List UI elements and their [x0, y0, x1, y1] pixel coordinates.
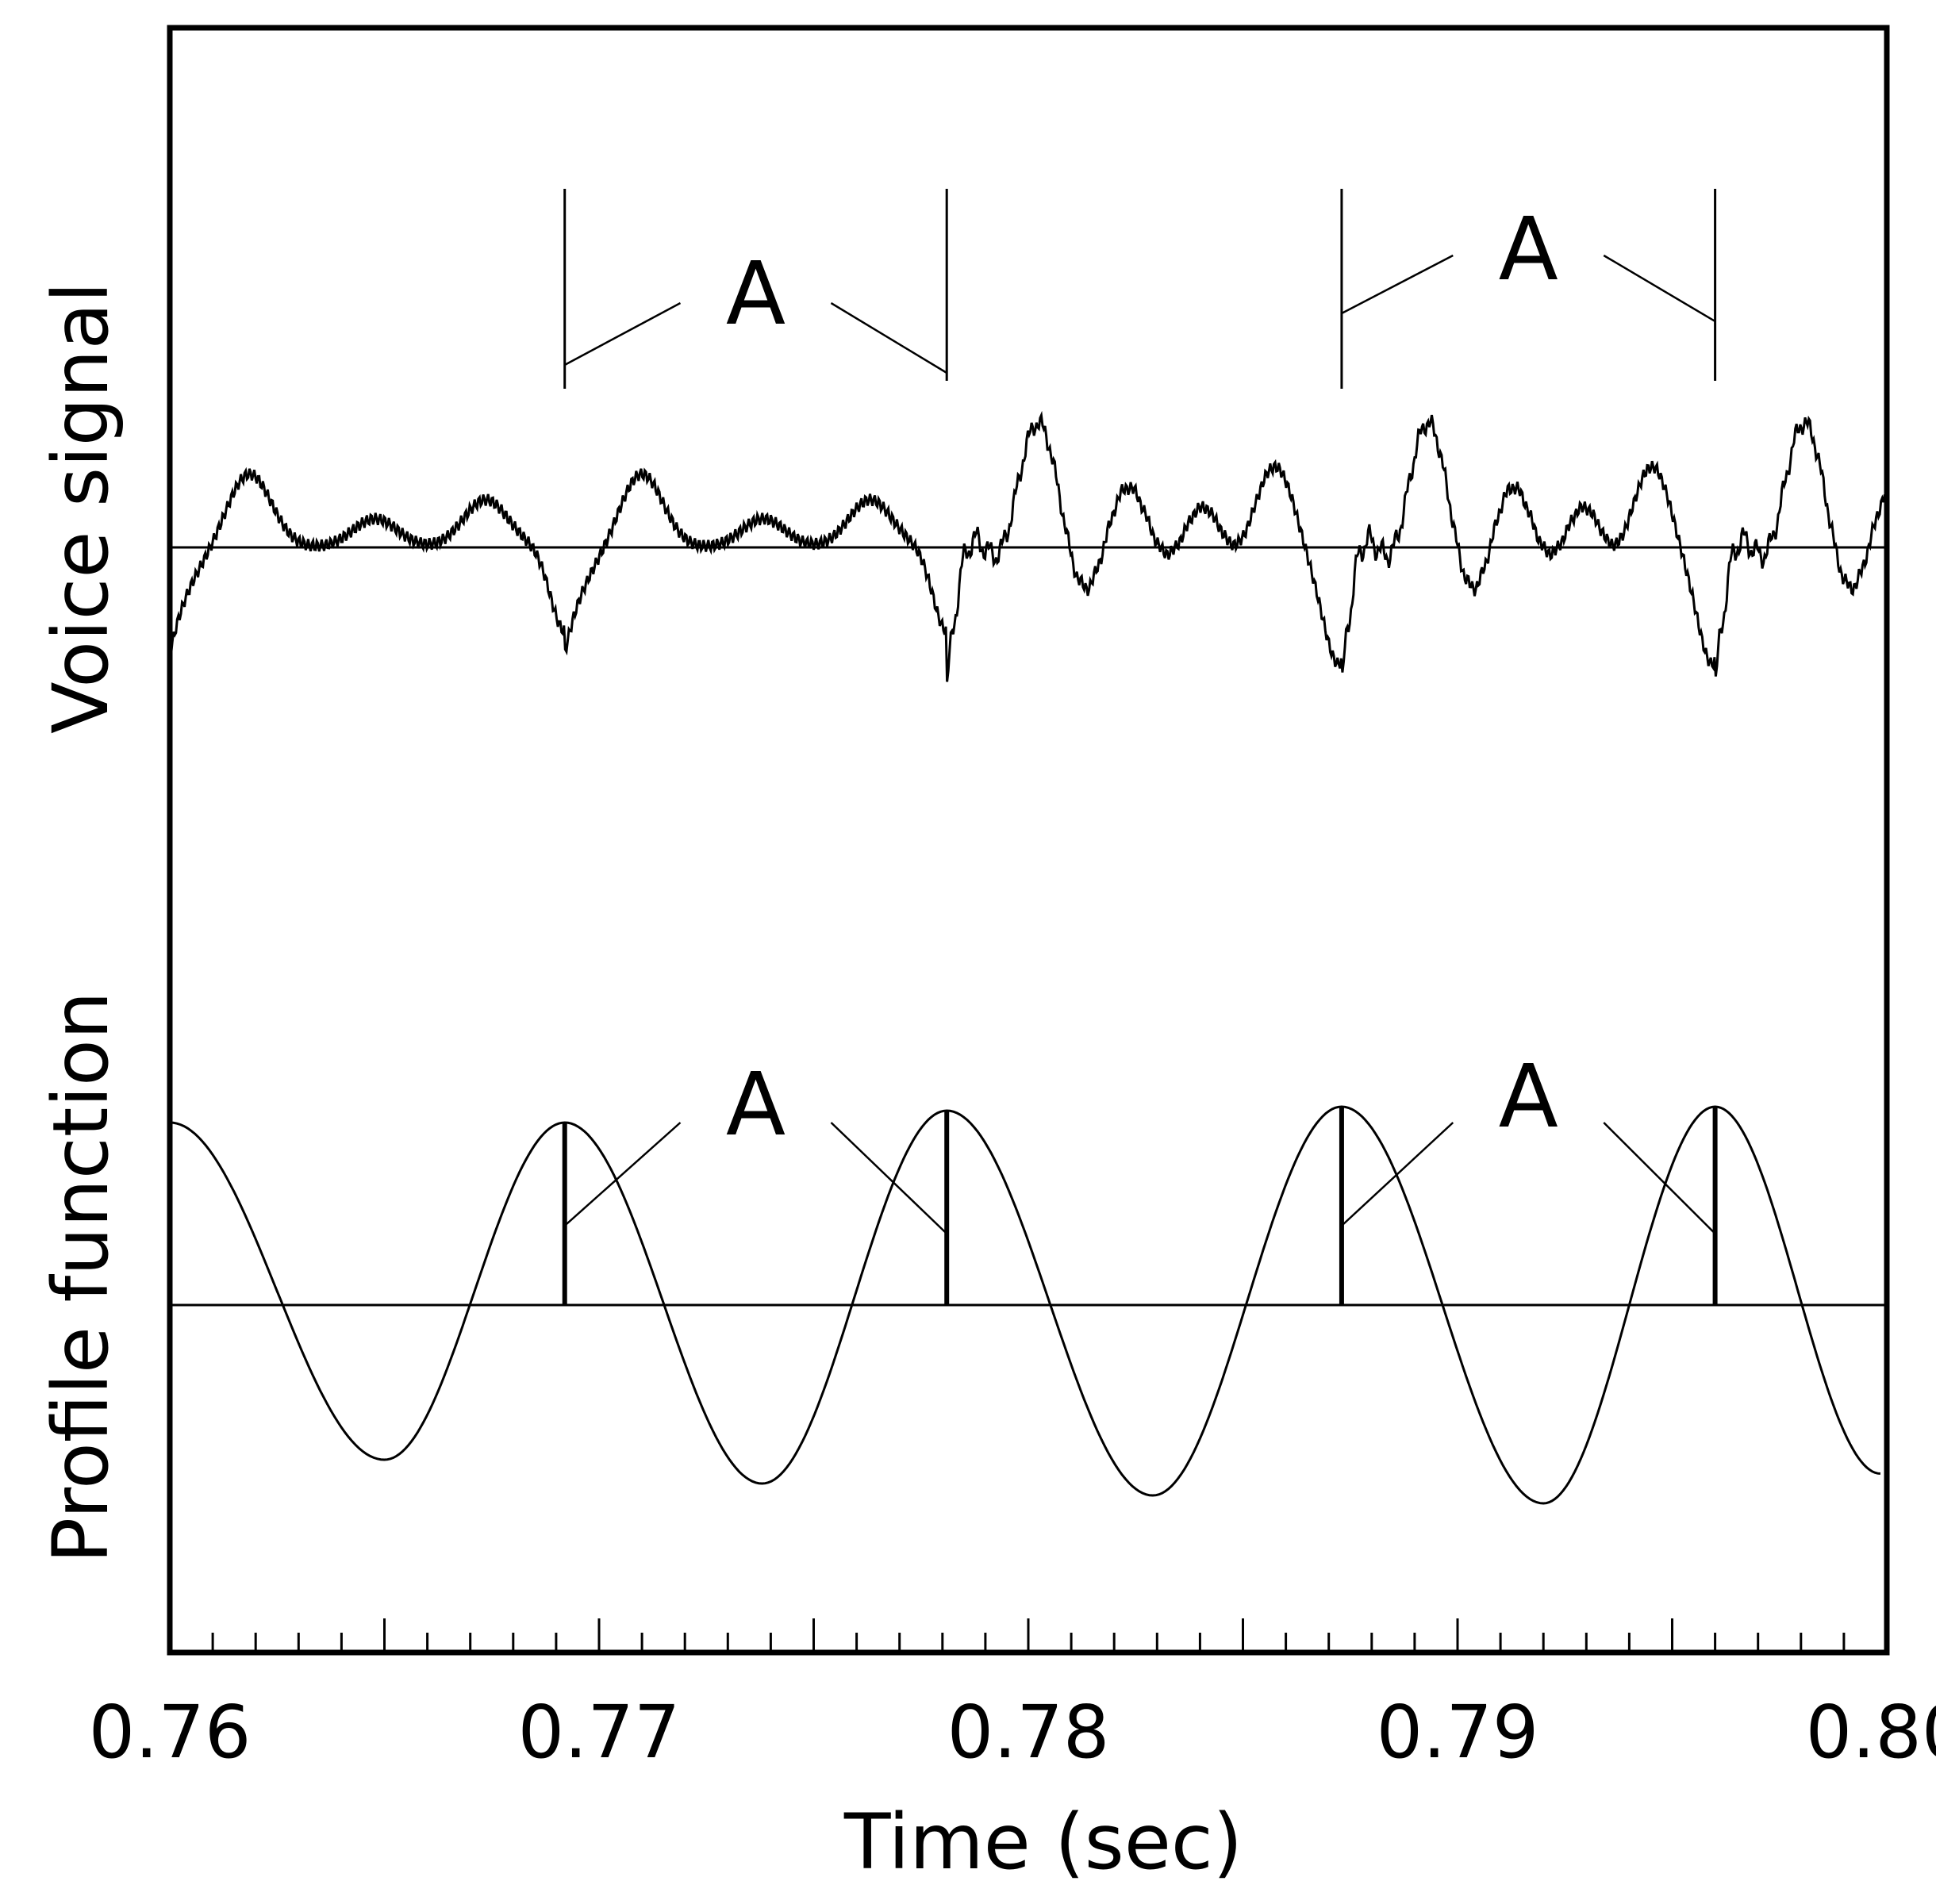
profile-annotation-label: A: [1499, 1046, 1558, 1147]
profile-annotation-right-leader: [1603, 1122, 1716, 1234]
x-tick-label: 0.77: [518, 1690, 681, 1775]
profile-ylabel: Profile function: [36, 991, 125, 1563]
profile-annotation-left-leader: [563, 1122, 682, 1226]
x-tick-label: 0.76: [89, 1690, 252, 1775]
x-tick-label: 0.80: [1806, 1690, 1936, 1775]
x-axis-title: Time (sec): [843, 1798, 1243, 1887]
profile-annotation-label: A: [726, 1054, 786, 1155]
voice-gci-markers: [168, 189, 1717, 635]
voice-ylabel: Voice signal: [36, 282, 125, 734]
voice-annotation-label: A: [726, 243, 786, 344]
x-axis-tick-labels: 0.76 0.77 0.78 0.79 0.80: [89, 1690, 1936, 1775]
profile-function-line: [169, 1105, 1881, 1505]
voice-signal-line: [170, 410, 1886, 682]
x-axis-ticks: [168, 1618, 1888, 1653]
period-annotations: A A A A: [563, 198, 1716, 1234]
voice-annotation-right-leader: [830, 301, 947, 374]
profile-annotation-left-leader: [1341, 1122, 1454, 1226]
voice-annotation-label: A: [1499, 198, 1558, 300]
voice-annotation-right-leader: [1603, 254, 1716, 323]
profile-annotation-right-leader: [830, 1122, 948, 1234]
x-tick-label: 0.79: [1377, 1690, 1539, 1775]
voice-annotation-left-leader: [1341, 254, 1454, 315]
voice-annotation-left-leader: [564, 301, 682, 367]
x-tick-label: 0.78: [947, 1690, 1110, 1775]
profile-peak-markers: [167, 1107, 1718, 1305]
